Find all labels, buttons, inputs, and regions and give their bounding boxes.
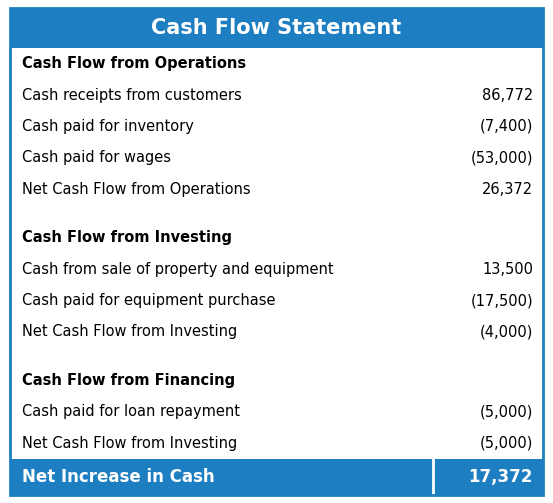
Text: (7,400): (7,400)	[479, 119, 533, 134]
Text: (4,000): (4,000)	[479, 324, 533, 340]
Text: Net Cash Flow from Operations: Net Cash Flow from Operations	[22, 182, 251, 197]
Text: 13,500: 13,500	[482, 262, 533, 277]
Text: Cash paid for loan repayment: Cash paid for loan repayment	[22, 404, 240, 420]
Text: 26,372: 26,372	[482, 182, 533, 197]
Text: (5,000): (5,000)	[479, 436, 533, 451]
Text: (5,000): (5,000)	[479, 404, 533, 420]
Bar	[10, 8, 543, 48]
Text: 86,772: 86,772	[482, 88, 533, 103]
Bar	[10, 459, 543, 495]
Text: Cash Flow from Investing: Cash Flow from Investing	[22, 230, 232, 245]
Text: Cash receipts from customers: Cash receipts from customers	[22, 88, 242, 103]
Text: Net Increase in Cash: Net Increase in Cash	[22, 468, 215, 486]
Text: 17,372: 17,372	[468, 468, 533, 486]
Text: Net Cash Flow from Investing: Net Cash Flow from Investing	[22, 324, 237, 340]
Text: (53,000): (53,000)	[471, 150, 533, 165]
Text: (17,500): (17,500)	[471, 293, 533, 308]
Text: Cash paid for wages: Cash paid for wages	[22, 150, 171, 165]
Text: Cash paid for equipment purchase: Cash paid for equipment purchase	[22, 293, 275, 308]
Text: Cash Flow from Operations: Cash Flow from Operations	[22, 56, 246, 71]
Text: Cash from sale of property and equipment: Cash from sale of property and equipment	[22, 262, 333, 277]
Text: Cash Flow Statement: Cash Flow Statement	[152, 18, 401, 38]
Text: Net Cash Flow from Investing: Net Cash Flow from Investing	[22, 436, 237, 451]
Text: Cash paid for inventory: Cash paid for inventory	[22, 119, 194, 134]
Text: Cash Flow from Financing: Cash Flow from Financing	[22, 373, 235, 388]
